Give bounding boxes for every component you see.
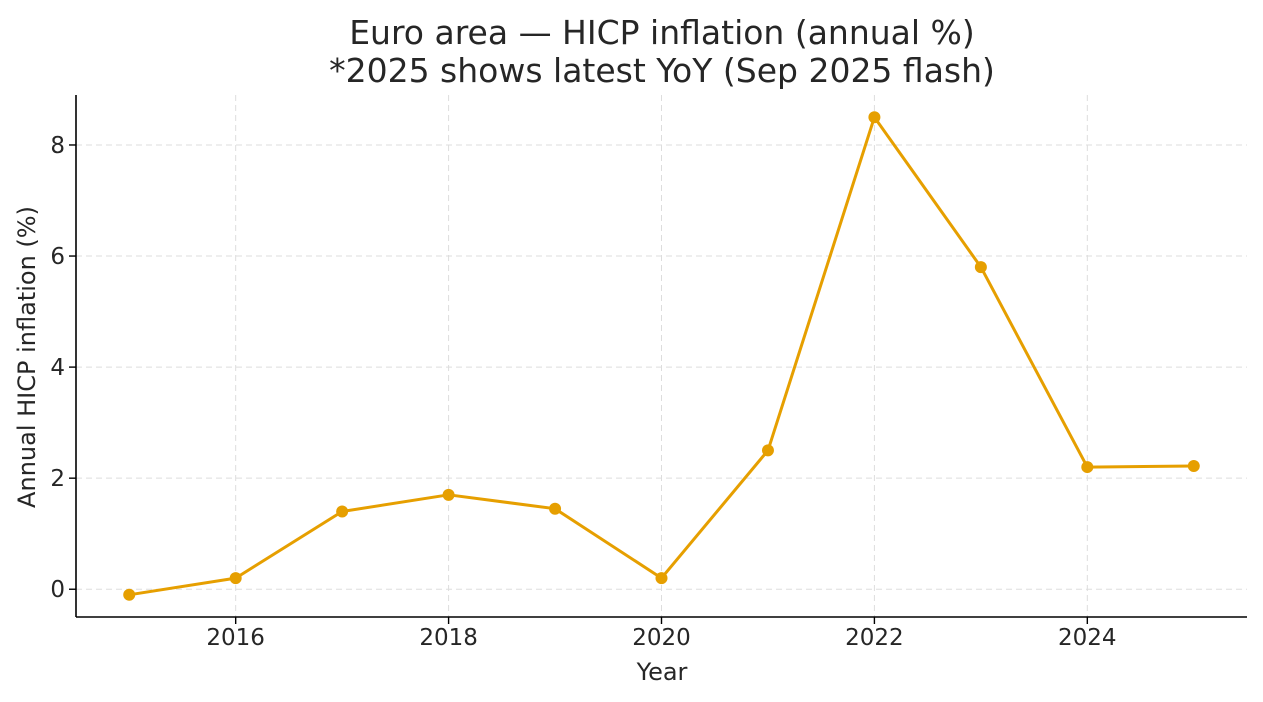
x-axis-label: Year	[636, 658, 688, 686]
data-point	[974, 261, 987, 274]
y-tick-label: 8	[50, 133, 65, 159]
ticks: 2016 2018 2020 2022 2024 0 2 4 6 8	[50, 133, 1116, 651]
data-point	[123, 588, 136, 601]
x-tick-label: 2022	[845, 625, 904, 651]
data-point	[336, 505, 349, 518]
chart-title: Euro area — HICP inflation (annual %)	[349, 13, 975, 52]
data-point	[549, 502, 562, 515]
y-axis-label: Annual HICP inflation (%)	[13, 206, 41, 508]
x-tick-label: 2024	[1058, 625, 1117, 651]
y-tick-label: 4	[50, 355, 65, 381]
data-point	[442, 488, 455, 501]
data-point	[1187, 459, 1200, 472]
x-tick-label: 2018	[419, 625, 478, 651]
data-point	[655, 572, 668, 585]
data-point	[229, 572, 242, 585]
y-tick-label: 2	[50, 466, 65, 492]
data-point	[1081, 461, 1094, 474]
data-point	[761, 444, 774, 457]
data-point	[868, 111, 881, 124]
grid	[76, 95, 1247, 617]
x-tick-label: 2020	[632, 625, 691, 651]
x-tick-label: 2016	[206, 625, 265, 651]
y-tick-label: 6	[50, 244, 65, 270]
y-tick-label: 0	[50, 577, 65, 603]
series	[123, 111, 1200, 601]
chart-subtitle: *2025 shows latest YoY (Sep 2025 flash)	[329, 51, 995, 90]
